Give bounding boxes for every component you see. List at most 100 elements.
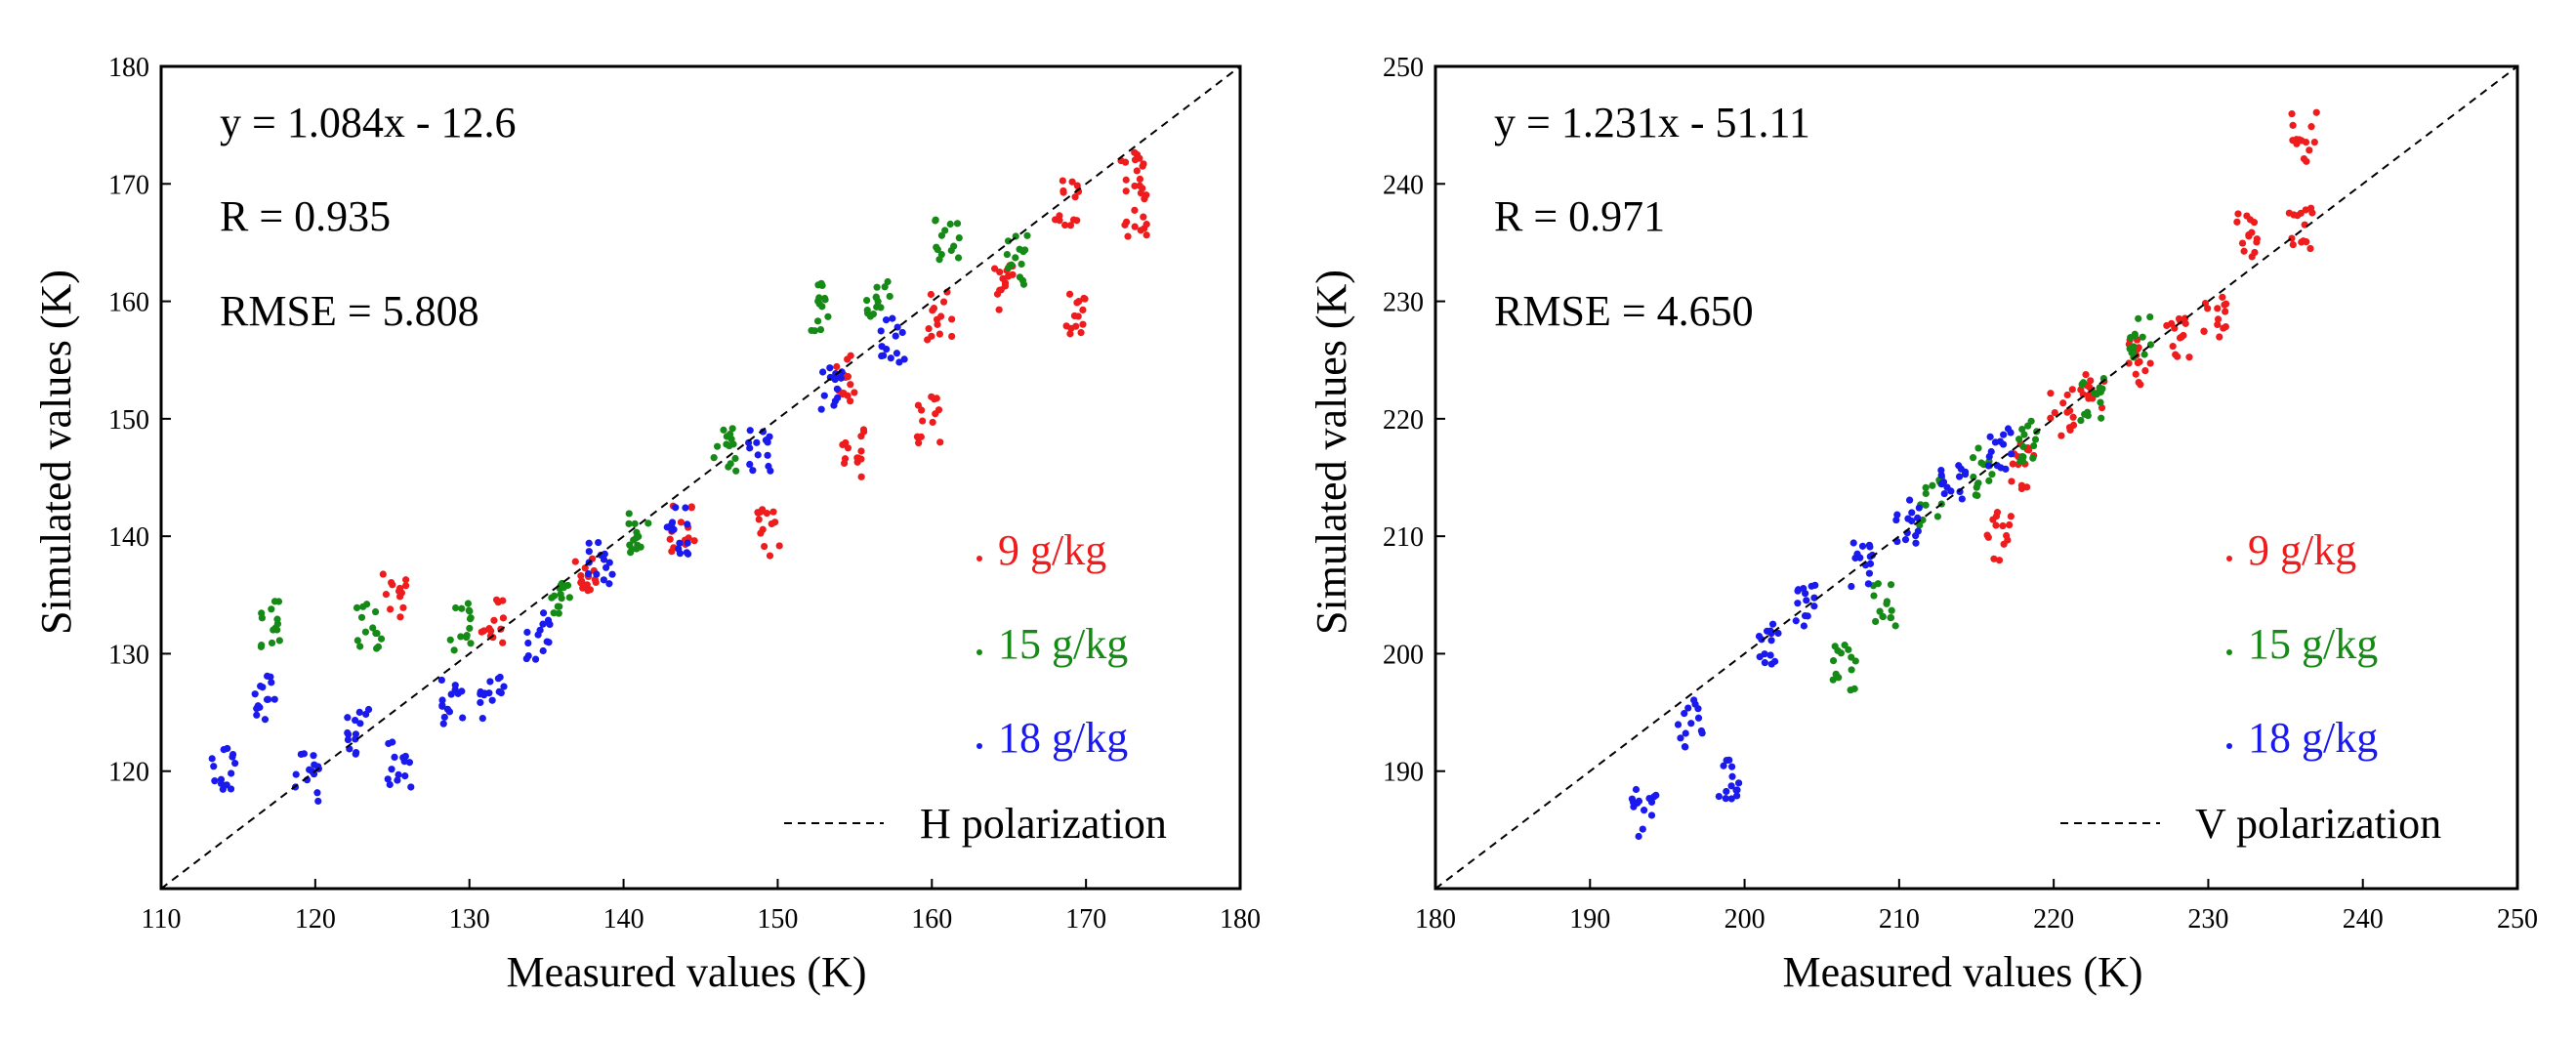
axis-ticks-right [1434,65,2518,889]
data-point [884,277,892,286]
data-point [710,454,718,462]
data-point [1003,250,1011,259]
data-point [684,520,691,528]
data-point [677,519,686,526]
chart-left: 110 120 130 140 150 160 170 180 120 130 … [32,53,1261,996]
data-point [2051,408,2058,417]
data-point [1023,231,1031,239]
data-point [1901,536,1910,544]
data-point [297,750,305,759]
data-point [727,460,734,468]
data-point [608,570,616,578]
data-point [592,578,600,587]
data-point [2134,358,2141,367]
data-point [369,624,377,632]
data-point [929,418,936,427]
data-point [2077,416,2085,425]
data-point [816,325,825,334]
data-point [1922,483,1930,491]
data-point [208,755,216,763]
data-point [480,689,489,697]
data-point [924,336,932,344]
data-point [2169,343,2177,351]
data-point [1829,656,1838,665]
data-point [2233,218,2241,226]
x-tick-label: 140 [603,904,644,935]
data-point [2093,391,2100,398]
data-point [2019,442,2027,451]
data-point [2308,209,2316,217]
data-point [1682,729,1689,737]
data-point [270,695,278,703]
data-point [1143,191,1150,199]
data-point [1887,613,1894,622]
data-point [759,428,768,436]
data-point [1123,218,1131,226]
x-tick-label: 220 [2033,904,2074,935]
data-point [2047,390,2055,397]
x-tick-label: 180 [1415,904,1456,935]
data-point [396,613,404,621]
data-point [583,581,591,589]
data-point [946,220,954,229]
data-point [1065,290,1074,298]
data-point [1690,696,1698,704]
data-point [1904,515,1912,522]
rmse-value: RMSE = 4.650 [1494,287,1754,335]
data-point [593,570,601,578]
data-point [2007,513,2015,520]
data-point [2015,436,2023,443]
data-point [935,330,943,338]
data-point [1727,763,1736,770]
data-point [458,604,466,612]
data-point [2175,314,2183,323]
data-point [445,708,454,716]
data-point [2003,531,2011,540]
data-point [886,292,893,301]
data-point [1725,756,1733,764]
data-point [1674,721,1683,728]
data-point [889,314,896,322]
legend-label: 9 g/kg [2248,526,2356,574]
data-point [2006,520,2014,529]
data-point [833,362,841,371]
data-point [668,548,676,556]
data-point [682,504,689,512]
data-point [438,696,446,704]
data-point [726,441,733,450]
data-point [1771,657,1779,665]
data-point [1992,521,2000,529]
data-point [950,242,958,250]
data-point [2289,121,2297,129]
data-point [440,713,448,722]
data-point [382,591,391,599]
data-point [1851,554,1859,562]
x-tick-label: 180 [1220,904,1261,935]
data-point [466,624,474,633]
data-point [820,392,828,399]
x-tick-label: 240 [2343,904,2384,935]
data-point [467,640,475,647]
data-point [395,593,404,601]
data-point [344,714,352,722]
data-point [373,644,381,652]
data-point [292,770,300,778]
data-point [1727,795,1735,803]
legend-marker [2226,556,2232,561]
data-point [1755,632,1764,641]
data-point [1974,479,1982,487]
data-point [485,625,493,633]
data-point [936,312,945,320]
data-point [2131,330,2139,338]
data-point [2139,333,2146,341]
data-point [261,716,270,724]
data-point [2081,410,2089,418]
data-point [690,537,698,545]
data-point [991,265,999,272]
data-point [2007,450,2015,458]
data-point [930,305,938,312]
x-tick-label: 110 [142,904,182,935]
data-point [863,296,871,305]
data-point [746,444,754,452]
y-tick-label: 150 [108,405,149,436]
